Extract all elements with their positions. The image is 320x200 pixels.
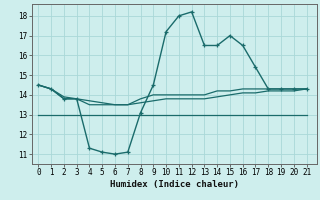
X-axis label: Humidex (Indice chaleur): Humidex (Indice chaleur)	[110, 180, 239, 189]
